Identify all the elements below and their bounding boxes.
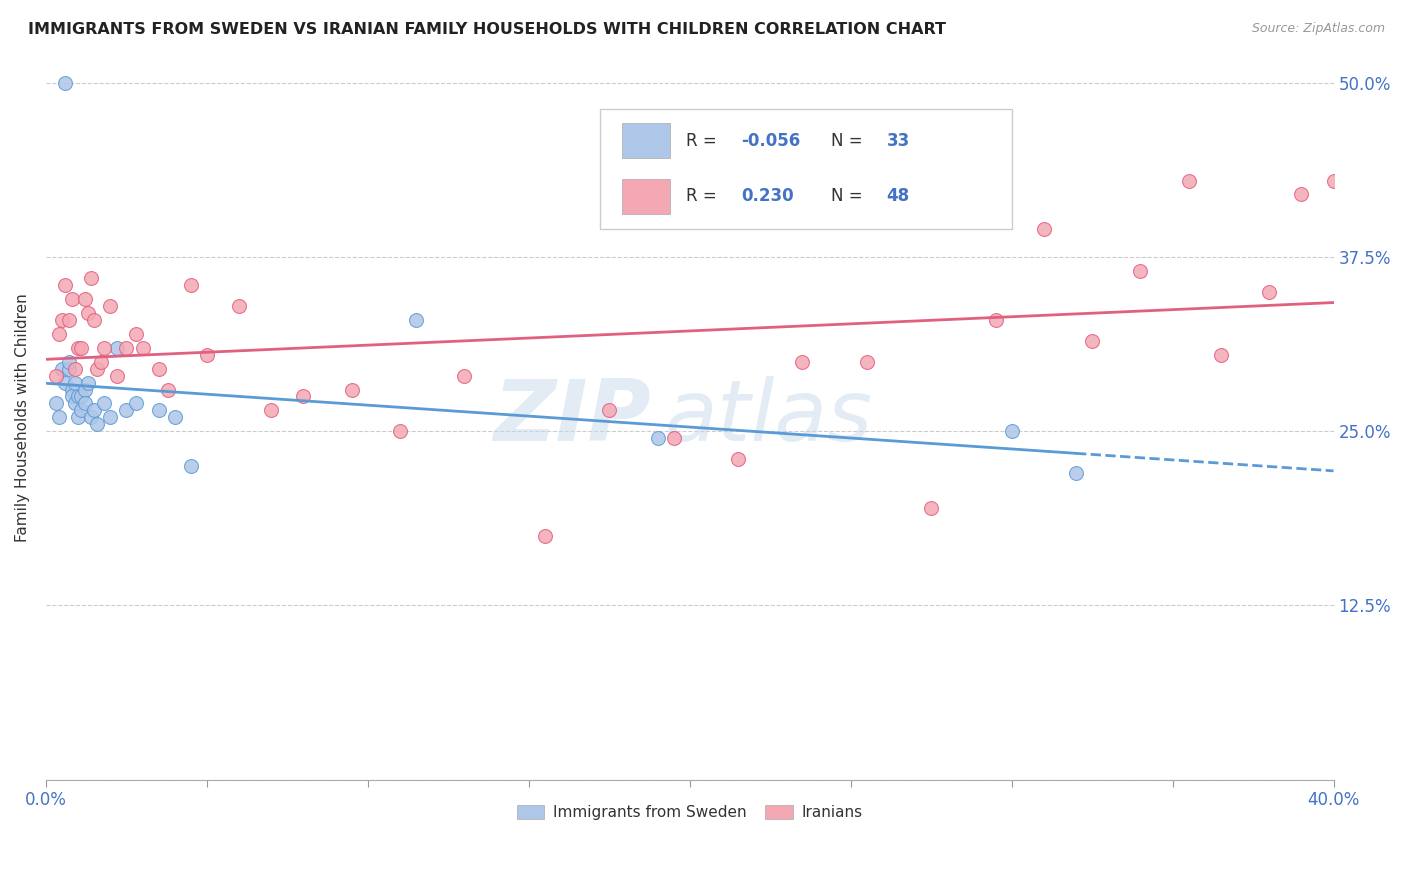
Point (70, 341, 93, 355)
Point (195, 348, 218, 362)
Point (534, 529, 557, 543)
Point (63, 376, 86, 390)
Point (48, 410, 70, 425)
Point (1322, 173, 1344, 187)
Point (73, 383, 96, 397)
Point (70, 403, 93, 417)
Text: Source: ZipAtlas.com: Source: ZipAtlas.com (1251, 22, 1385, 36)
Point (1291, 187, 1313, 202)
Point (45, 396, 67, 410)
Point (98, 410, 121, 425)
Legend: Immigrants from Sweden, Iranians: Immigrants from Sweden, Iranians (510, 799, 869, 826)
Point (131, 341, 153, 355)
Point (984, 313, 1007, 327)
Text: 33: 33 (887, 132, 910, 150)
Point (48, 326, 70, 341)
Point (53, 376, 76, 390)
Point (1209, 348, 1232, 362)
FancyBboxPatch shape (621, 123, 671, 158)
Point (86, 417, 108, 432)
Point (76, 306, 98, 320)
Point (105, 368, 128, 383)
Point (1371, 236, 1393, 251)
Point (115, 403, 138, 417)
FancyBboxPatch shape (621, 179, 671, 214)
Point (662, 431, 685, 445)
Point (70, 389, 93, 403)
Point (125, 326, 148, 341)
Point (228, 299, 250, 313)
Point (73, 292, 96, 306)
Point (148, 403, 170, 417)
Text: -0.056: -0.056 (741, 132, 800, 150)
Point (1258, 285, 1281, 299)
Text: R =: R = (686, 132, 721, 150)
Point (163, 410, 186, 425)
Point (855, 354, 877, 368)
Point (53, 278, 76, 293)
Point (920, 500, 942, 515)
Point (86, 361, 108, 376)
Point (63, 396, 86, 410)
Point (67, 341, 90, 355)
Text: 0.230: 0.230 (741, 187, 794, 205)
Y-axis label: Family Households with Children: Family Households with Children (15, 293, 30, 541)
Point (58, 313, 80, 327)
Point (80, 271, 103, 285)
Point (598, 403, 620, 417)
Point (1064, 466, 1087, 480)
FancyBboxPatch shape (599, 110, 1012, 229)
Point (73, 396, 96, 410)
Text: ZIP: ZIP (494, 376, 651, 458)
Point (340, 383, 363, 397)
Point (67, 389, 90, 403)
Point (51, 361, 73, 376)
Point (157, 383, 180, 397)
Point (80, 410, 103, 425)
Point (67, 410, 90, 425)
Point (105, 341, 128, 355)
Point (1081, 334, 1104, 348)
Point (125, 396, 148, 410)
Point (1001, 425, 1024, 439)
Point (1177, 173, 1199, 187)
Point (405, 313, 427, 327)
Point (60, 292, 83, 306)
Point (98, 299, 121, 313)
Point (1032, 222, 1054, 236)
Point (63, 361, 86, 376)
Point (93, 341, 115, 355)
Point (727, 452, 749, 467)
Point (51, 313, 73, 327)
Point (93, 396, 115, 410)
Text: R =: R = (686, 187, 721, 205)
Point (180, 459, 202, 474)
Point (76, 376, 98, 390)
Point (45, 368, 67, 383)
Point (53, 76, 76, 90)
Text: N =: N = (831, 187, 869, 205)
Point (60, 383, 83, 397)
Text: IMMIGRANTS FROM SWEDEN VS IRANIAN FAMILY HOUSEHOLDS WITH CHILDREN CORRELATION CH: IMMIGRANTS FROM SWEDEN VS IRANIAN FAMILY… (28, 22, 946, 37)
Point (58, 354, 80, 368)
Point (453, 368, 475, 383)
Point (1129, 264, 1152, 278)
Point (90, 354, 112, 368)
Point (58, 361, 80, 376)
Point (292, 389, 315, 403)
Point (260, 403, 283, 417)
Text: 48: 48 (887, 187, 910, 205)
Point (83, 403, 105, 417)
Point (792, 354, 814, 368)
Point (60, 389, 83, 403)
Point (115, 341, 138, 355)
Text: N =: N = (831, 132, 869, 150)
Point (148, 361, 170, 376)
Point (647, 431, 669, 445)
Point (180, 278, 202, 293)
Point (83, 313, 105, 327)
Text: atlas: atlas (664, 376, 872, 458)
Point (389, 425, 412, 439)
